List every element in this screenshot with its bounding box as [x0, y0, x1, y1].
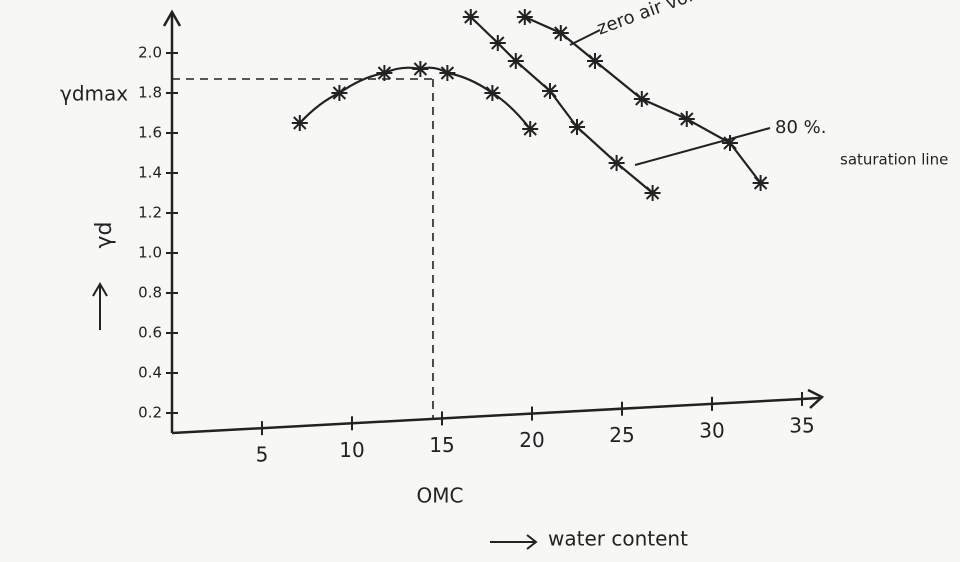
- x-tick-label: 5: [256, 443, 269, 467]
- point-marker: [517, 9, 533, 25]
- x-tick-label: 10: [339, 438, 364, 462]
- x-axis-label: water content: [548, 527, 688, 551]
- omc-label: OMC: [417, 484, 464, 508]
- y-tick-label: 1.6: [138, 124, 162, 142]
- y-tick-label: 0.6: [138, 324, 162, 342]
- point-marker: [753, 175, 769, 191]
- point-marker: [587, 53, 603, 69]
- saturation-line-label: saturation line: [840, 151, 948, 169]
- y-tick-label: 1.2: [138, 204, 162, 222]
- x-tick-label: 35: [789, 413, 814, 437]
- point-marker: [490, 35, 506, 51]
- point-marker: [553, 25, 569, 41]
- x-tick-label: 15: [429, 433, 454, 457]
- y-tick-label: 0.8: [138, 284, 162, 302]
- point-marker: [609, 155, 625, 171]
- saturation-percent-label: 80 %.: [775, 117, 826, 138]
- y-axis-label: γd: [92, 222, 117, 249]
- chart: γdmax γd OMC water content zero air void…: [0, 0, 960, 562]
- x-tick-label: 30: [699, 418, 724, 442]
- point-marker: [376, 65, 392, 81]
- y-tick-label: 2.0: [138, 44, 162, 62]
- point-marker: [634, 91, 650, 107]
- point-marker: [439, 65, 455, 81]
- point-marker: [484, 85, 500, 101]
- point-marker: [569, 119, 585, 135]
- point-marker: [522, 121, 538, 137]
- point-marker: [542, 83, 558, 99]
- point-marker: [508, 53, 524, 69]
- point-marker: [679, 111, 695, 127]
- point-marker: [412, 61, 428, 77]
- point-marker: [331, 85, 347, 101]
- x-tick-label: 20: [519, 428, 544, 452]
- point-marker: [292, 115, 308, 131]
- point-marker: [722, 135, 738, 151]
- y-tick-label: 1.8: [138, 84, 162, 102]
- point-marker: [645, 185, 661, 201]
- y-tick-label: 1.4: [138, 164, 162, 182]
- y-tick-label: 0.2: [138, 404, 162, 422]
- x-tick-label: 25: [609, 423, 634, 447]
- y-tick-label: 0.4: [138, 364, 162, 382]
- y-tick-label: 1.0: [138, 244, 162, 262]
- point-marker: [463, 9, 479, 25]
- gamma-dmax-label: γdmax: [60, 82, 128, 106]
